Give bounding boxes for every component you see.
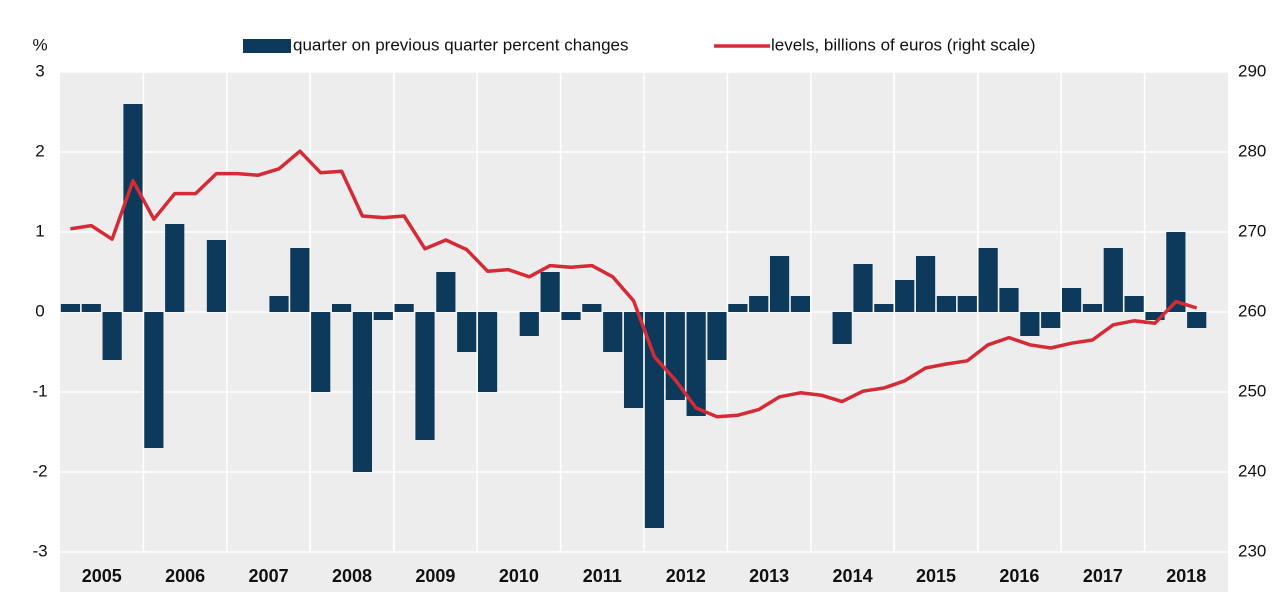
x-tick-label: 2015 [916,566,956,586]
bar [769,256,790,312]
y2-tick-label: 280 [1238,141,1266,160]
bar [686,312,706,416]
bar [915,256,936,312]
bar [895,280,915,312]
bar [1020,312,1040,336]
bar [623,312,644,408]
x-tick-label: 2013 [749,566,789,586]
y-tick-label: 2 [35,141,44,160]
bar [206,240,227,312]
legend-label: levels, billions of euros (right scale) [771,35,1036,54]
bar [144,312,164,448]
bar [331,304,352,312]
bar [644,312,665,528]
bar [269,296,289,312]
y-tick-label: -3 [32,541,47,560]
bar [999,288,1019,312]
bar [477,312,498,392]
line [70,149,1198,419]
bar [1124,296,1144,312]
bar [603,312,623,352]
bar [81,304,101,312]
x-tick-label: 2017 [1083,566,1123,586]
x-tick-label: 2007 [249,566,289,586]
bar [936,296,957,312]
x-tick-label: 2010 [499,566,539,586]
legend-swatch [243,39,291,53]
bar [1145,312,1165,320]
bar [1103,248,1123,312]
bar [457,312,477,352]
y2-tick-label: 260 [1238,301,1266,320]
y2-tick-label: 230 [1238,541,1266,560]
bar [561,312,581,320]
x-tick-label: 2006 [165,566,205,586]
bar [165,224,185,312]
legend: quarter on previous quarter percent chan… [243,35,1036,54]
bar [519,312,539,336]
bar [1082,304,1103,312]
y2-tick-label: 240 [1238,461,1266,480]
bar [540,272,560,312]
bar [436,272,456,312]
bar [1187,312,1207,328]
x-tick-label: 2012 [666,566,706,586]
y-axis-label: % [32,35,47,54]
bar [582,304,602,312]
bar [373,312,393,320]
bar [290,248,310,312]
x-tick-label: 2014 [833,566,873,586]
x-tick-label: 2008 [332,566,372,586]
bar [707,312,727,360]
y2-tick-label: 290 [1238,61,1266,80]
bar [102,312,122,360]
y-tick-label: 3 [35,61,44,80]
bar [415,312,435,440]
bar [311,312,331,392]
bar [853,264,873,312]
bar [1166,232,1186,312]
bar [957,296,977,312]
y-tick-label: 1 [35,221,44,240]
bar [60,304,81,312]
y-tick-label: -2 [32,461,47,480]
bar [1061,288,1082,312]
bar [123,104,143,312]
x-tick-label: 2011 [583,566,622,586]
y-tick-label: -1 [32,381,47,400]
bar [978,248,998,312]
bar [665,312,685,400]
bar [874,304,894,312]
x-tick-label: 2009 [415,566,455,586]
x-tick-label: 2005 [82,566,122,586]
bar [728,304,748,312]
x-tick-label: 2018 [1166,566,1206,586]
bar [352,312,373,472]
bar [749,296,769,312]
legend-label: quarter on previous quarter percent chan… [293,35,628,54]
x-tick-label: 2016 [999,566,1039,586]
bar [790,296,811,312]
bar [1041,312,1061,328]
y-tick-label: 0 [35,301,44,320]
bar [394,304,414,312]
y2-tick-label: 250 [1238,381,1266,400]
y2-tick-label: 270 [1238,221,1266,240]
bar [832,312,852,344]
